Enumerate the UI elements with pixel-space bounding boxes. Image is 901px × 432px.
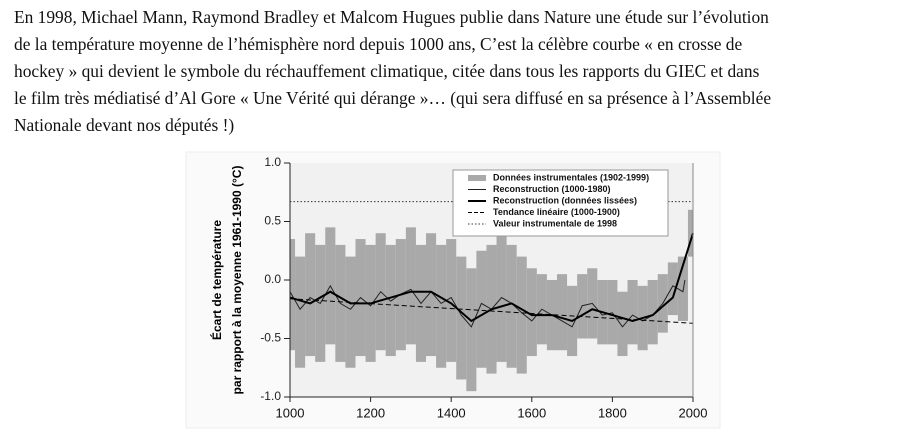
uncertainty-band — [436, 244, 447, 368]
uncertainty-band — [617, 291, 628, 357]
x-tick-label: 1600 — [517, 405, 546, 420]
uncertainty-band — [446, 239, 457, 362]
paragraph: En 1998, Michael Mann, Raymond Bradley e… — [14, 4, 771, 139]
uncertainty-band — [506, 244, 517, 368]
uncertainty-band — [476, 250, 487, 368]
y-tick-label: -0.5 — [260, 331, 281, 345]
y-tick-label: -1.0 — [260, 389, 281, 403]
uncertainty-band — [426, 233, 437, 357]
y-tick-label: 0.0 — [264, 272, 281, 286]
text-line: de la température moyenne de l’hémisphèr… — [14, 34, 743, 54]
text-line: hockey » qui devient le symbole du récha… — [14, 61, 760, 81]
legend-label: Valeur instrumentale de 1998 — [493, 218, 617, 228]
legend-label: Reconstruction (1000-1980) — [493, 184, 611, 194]
uncertainty-band — [667, 262, 678, 316]
x-tick-label: 1800 — [598, 405, 627, 420]
uncertainty-band — [516, 256, 527, 374]
x-tick-label: 1000 — [276, 405, 305, 420]
legend-label: Tendance linéaire (1000-1900) — [493, 207, 620, 217]
uncertainty-band — [466, 268, 477, 392]
uncertainty-band — [456, 256, 467, 380]
x-tick-label: 2000 — [679, 405, 708, 420]
text-line: Nationale devant nos députés !) — [14, 115, 235, 135]
legend-label: Reconstruction (données lissées) — [493, 195, 637, 205]
x-tick-label: 1200 — [356, 405, 385, 420]
uncertainty-band — [305, 233, 316, 357]
text-line: le film très médiatisé d’Al Gore « Une V… — [14, 88, 772, 108]
y-axis-title: Écart de température — [209, 220, 224, 340]
uncertainty-band — [687, 209, 693, 257]
y-tick-label: 1.0 — [264, 155, 281, 169]
legend-label: Données instrumentales (1902-1999) — [493, 172, 649, 182]
uncertainty-band — [647, 280, 658, 345]
uncertainty-band — [556, 274, 568, 351]
uncertainty-band — [627, 280, 638, 345]
uncertainty-band — [290, 239, 296, 351]
uncertainty-band — [295, 256, 306, 368]
x-tick-label: 1400 — [437, 405, 466, 420]
uncertainty-band — [345, 256, 356, 368]
series-line — [289, 298, 694, 324]
uncertainty-band — [526, 268, 537, 357]
y-tick-label: 0.5 — [264, 214, 281, 228]
y-axis-title: par rapport à la moyenne 1961-1990 (°C) — [230, 166, 244, 395]
uncertainty-band — [607, 280, 618, 345]
text-line: En 1998, Michael Mann, Raymond Bradley e… — [14, 7, 769, 27]
uncertainty-band — [405, 227, 416, 345]
legend-swatch — [468, 175, 486, 181]
legend-box — [452, 169, 669, 237]
